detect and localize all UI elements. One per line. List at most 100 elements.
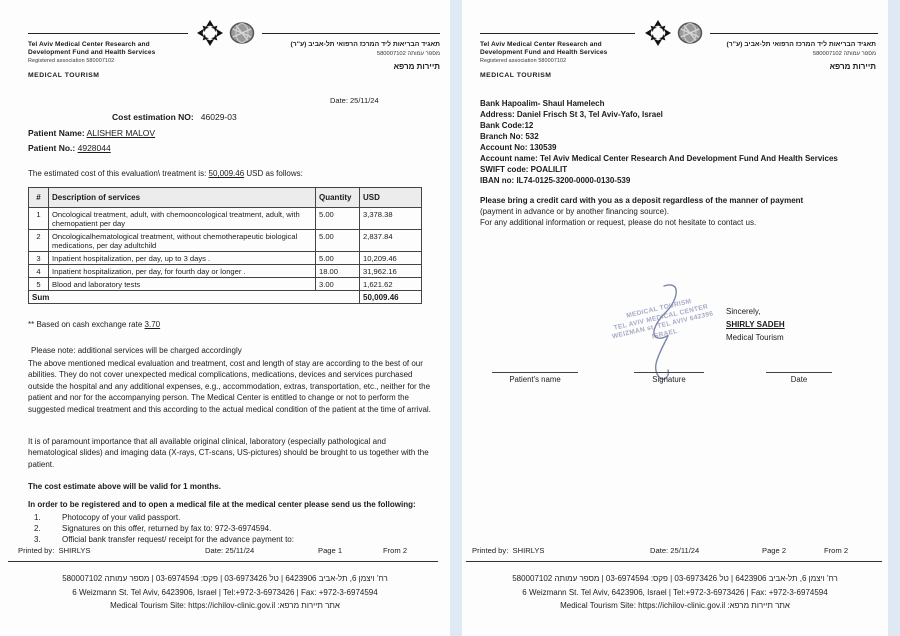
sum-label: Sum — [28, 290, 360, 304]
row-number: 3 — [28, 251, 49, 265]
table-header-row: # Description of services Quantity USD — [28, 187, 422, 208]
bank-details-block: Bank Hapoalim- Shaul Hamelech Address: D… — [480, 98, 880, 186]
credit-card-notice: Please bring a credit card with you as a… — [480, 196, 804, 205]
row-description: Inpatient hospitalization, per day, for … — [48, 264, 316, 278]
list-item-number: 3. — [34, 535, 41, 544]
org-he-line1: תאגיד הבריאות ליד המרכז הרפואי תל-אביב (… — [290, 41, 440, 48]
row-number: 4 — [28, 264, 49, 278]
footer-website-url: Medical Tourism Site: https://ichilov-cl… — [110, 601, 276, 610]
cost-estimation-number: 46029-03 — [200, 112, 237, 122]
table-row: 4 Inpatient hospitalization, per day, fo… — [28, 264, 422, 278]
document-date: Date: 25/11/24 — [330, 96, 379, 105]
row-description: Oncological treatment, adult, with chemo… — [48, 207, 316, 230]
footer-contact-block: רח' ויצמן 6, תל-אביב 6423906 | טל 03-697… — [462, 572, 888, 613]
row-usd: 1,621.62 — [359, 277, 422, 291]
patient-name-label: Patient Name: — [28, 128, 85, 138]
terms-paragraph: The above mentioned medical evaluation a… — [28, 359, 431, 414]
estimate-total-line: The estimated cost of this evaluation\ t… — [28, 169, 303, 178]
signature-block: Sincerely, SHIRLY SADEH Medical Tourism — [726, 305, 785, 344]
row-quantity: 18.00 — [315, 264, 360, 278]
org-en-registration: Registered association 580007102 — [28, 58, 115, 64]
row-usd: 2,837.84 — [359, 229, 422, 252]
patient-name-line: Patient Name: ALISHER MALOV — [28, 128, 155, 138]
patient-number-label: Patient No.: — [28, 143, 76, 153]
validity-statement: The cost estimate above will be valid fo… — [28, 482, 221, 491]
org-name-english: Tel Aviv Medical Center Research and Dev… — [480, 41, 607, 80]
table-row: 3 Inpatient hospitalization, per day, up… — [28, 251, 422, 265]
services-table: # Description of services Quantity USD 1… — [28, 187, 422, 304]
footer-address-english: 6 Weizmann St. Tel Aviv, 6423906, Israel… — [522, 587, 828, 597]
table-row: 5 Blood and laboratory tests 3.00 1,621.… — [28, 277, 422, 291]
page-number: Page 2 — [762, 546, 787, 555]
office-stamp: MEDICAL TOURISM TEL AVIV MEDICAL CENTER … — [600, 292, 725, 352]
patient-name-signature-field: Patient's name — [492, 372, 578, 384]
org-he-registration: מספר עמותה 580007102 — [376, 50, 440, 57]
row-quantity: 5.00 — [315, 207, 360, 230]
medical-center-star-icon — [645, 20, 671, 46]
date-field: Date — [766, 372, 832, 384]
footer-website-line: Medical Tourism Site: https://ichilov-cl… — [0, 599, 450, 613]
list-item: 2. Signatures on this offer, returned by… — [28, 523, 432, 534]
table-sum-row: Sum 50,009.46 — [28, 290, 422, 304]
contact-us-line: For any additional information or reques… — [480, 218, 757, 227]
bank-account-name: Account name: Tel Aviv Medical Center Re… — [480, 154, 838, 163]
records-paragraph: It is of paramount importance that all a… — [28, 437, 429, 469]
list-item: 3. Official bank transfer request/ recei… — [28, 534, 432, 545]
list-item-number: 2. — [34, 524, 41, 533]
header-logos — [196, 19, 255, 47]
printed-by-value: SHIRLYS — [58, 546, 91, 555]
org-en-line1: Tel Aviv Medical Center Research and — [28, 41, 150, 48]
signature-line — [634, 372, 704, 373]
footer-rule — [466, 561, 882, 562]
row-number: 2 — [28, 229, 49, 252]
bank-code: Bank Code:12 — [480, 121, 534, 130]
signature-line — [492, 372, 578, 373]
page-total: From 2 — [383, 546, 408, 555]
list-item: 1. Photocopy of your valid passport. — [28, 512, 432, 523]
org-en-line1: Tel Aviv Medical Center Research and — [480, 41, 602, 48]
org-en-line2: Development Fund and Health Services — [480, 49, 608, 56]
patient-number-line: Patient No.: 4928044 — [28, 143, 111, 153]
bank-branch: Branch No: 532 — [480, 132, 539, 141]
row-quantity: 3.00 — [315, 277, 360, 291]
patient-number-value: 4928044 — [77, 143, 111, 153]
org-he-department: תיירות מרפא — [393, 62, 440, 71]
footer-rule — [8, 561, 438, 562]
footer-contact-block: רח' ויצמן 6, תל-אביב 6423906 | טל 03-697… — [0, 572, 450, 613]
bank-address: Address: Daniel Frisch St 3, Tel Aviv-Ya… — [480, 110, 663, 119]
bank-account-number: Account No: 130539 — [480, 143, 557, 152]
sum-value: 50,009.46 — [359, 290, 422, 304]
row-description: Inpatient hospitalization, per day, up t… — [48, 251, 316, 265]
org-en-registration: Registered association 580007102 — [480, 58, 567, 64]
org-en-department: MEDICAL TOURISM — [480, 72, 552, 79]
printed-by-label: Printed by: — [472, 546, 509, 555]
row-number: 1 — [28, 207, 49, 230]
printed-by: Printed by: SHIRLYS — [472, 546, 544, 555]
header-rule-right — [262, 33, 440, 34]
header-rule-left — [28, 33, 188, 34]
page-total: From 2 — [824, 546, 849, 555]
printed-by-label: Printed by: — [18, 546, 55, 555]
col-header-number: # — [28, 187, 49, 208]
header-rule-left — [480, 33, 635, 34]
footer-address-hebrew: רח' ויצמן 6, תל-אביב 6423906 | טל 03-697… — [512, 574, 838, 583]
row-usd: 31,962.16 — [359, 264, 422, 278]
header-rule-right — [710, 33, 878, 34]
cost-estimation-label: Cost estimation NO: — [112, 112, 194, 122]
exchange-rate-prefix: ** Based on cash exchange rate — [28, 320, 143, 329]
col-header-usd: USD — [359, 187, 422, 208]
estimate-prefix: The estimated cost of this evaluation\ t… — [28, 169, 207, 178]
registration-heading: In order to be registered and to open a … — [28, 500, 416, 509]
bank-iban: IBAN no: IL74-0125-3200-0000-0130-539 — [480, 176, 631, 185]
medical-center-star-icon — [197, 20, 223, 46]
row-description: Oncologicalhematological treatment, with… — [48, 229, 316, 252]
page-edge-strip — [888, 0, 900, 636]
row-usd: 3,378.38 — [359, 207, 422, 230]
bank-name: Bank Hapoalim- Shaul Hamelech — [480, 99, 605, 108]
estimate-suffix: USD as follows: — [246, 169, 303, 178]
col-header-description: Description of services — [48, 187, 316, 208]
exchange-rate-note: ** Based on cash exchange rate 3.70 — [28, 320, 160, 329]
footer-website-hebrew: אתר תיירות מרפא: — [277, 601, 340, 610]
list-item-text: Official bank transfer request/ receipt … — [62, 535, 294, 544]
header-logos — [644, 19, 703, 47]
